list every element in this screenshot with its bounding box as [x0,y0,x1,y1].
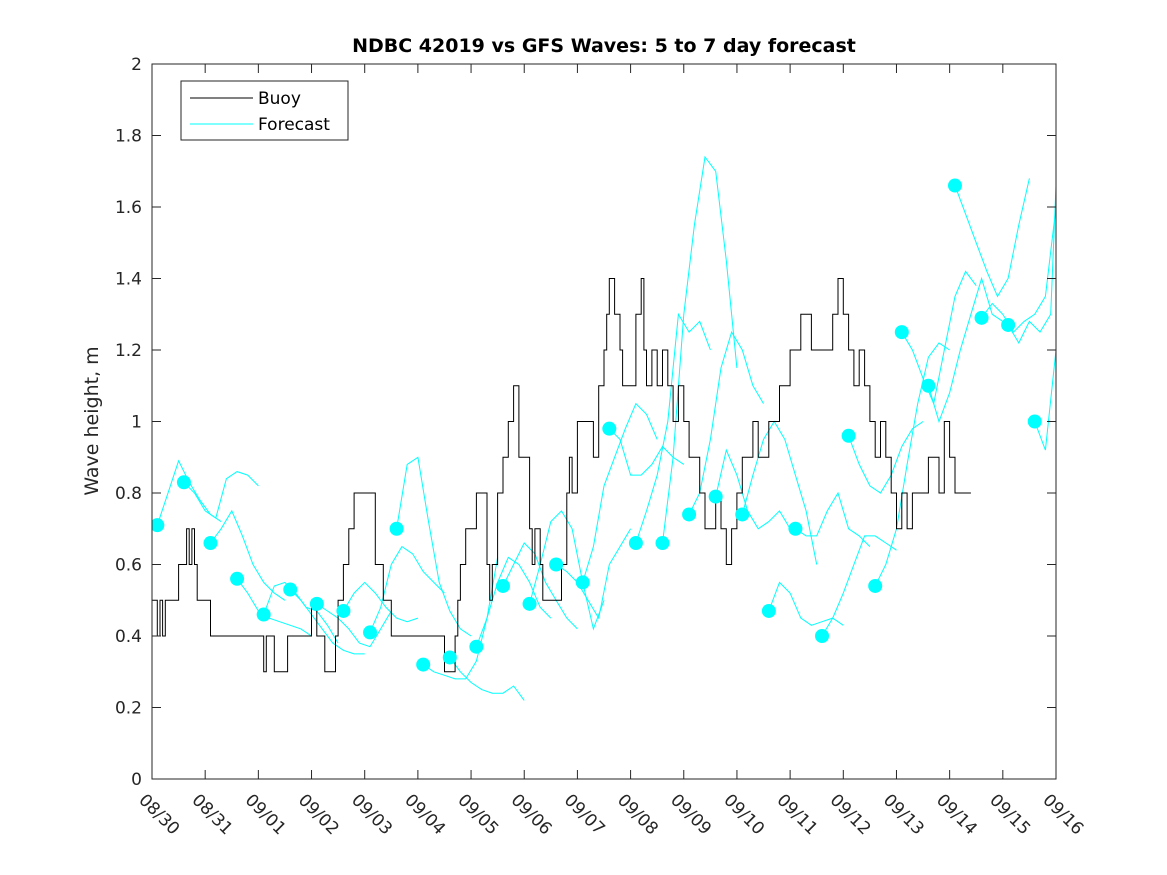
forecast-marker [575,575,590,590]
forecast-marker [549,557,564,572]
forecast-line [874,342,950,587]
forecast-line [369,545,445,633]
forecast-line [475,556,552,647]
buoy-line [152,278,971,673]
legend-label-forecast: Forecast [258,115,330,135]
forecast-marker [735,507,750,522]
forecast-marker [469,639,484,654]
forecast-marker [655,536,670,551]
forecast-marker [522,596,537,611]
forecast-marker [309,596,324,611]
forecast-line [289,589,365,655]
chart-title: NDBC 42019 vs GFS Waves: 5 to 7 day fore… [352,35,856,57]
forecast-marker [974,310,989,325]
y-tick-label: 1.6 [115,198,142,218]
legend-label-buoy: Buoy [258,89,301,109]
forecast-line [449,657,525,701]
forecast-marker [602,421,617,436]
legend-box [180,80,349,141]
forecast-marker [416,657,431,672]
forecast-line [183,471,259,519]
y-tick-label: 1.8 [115,127,142,147]
forecast-line [608,428,685,476]
forecast-line [502,542,578,630]
y-ticks: 0 0.2 0.4 0.6 0.8 1 1.2 1.4 1.6 1.8 2 [115,55,1056,790]
forecast-marker [283,582,298,597]
forecast-marker [761,603,776,618]
y-tick-label: 0.2 [115,699,142,719]
forecast-line [236,578,312,637]
forecast-marker [1001,317,1016,332]
forecast-marker [176,475,191,490]
forecast-marker [788,521,803,536]
forecast-line [635,312,711,544]
forecast-marker [363,625,378,640]
forecast-line [981,206,1056,333]
forecast-line [1007,185,1056,344]
forecast-line [582,402,658,583]
forecast-marker [389,521,404,536]
forecast-marker [815,629,830,643]
y-tick-label: 0.6 [115,556,142,576]
forecast-marker [1027,414,1042,429]
forecast-marker [894,325,909,340]
y-tick-label: 1 [131,413,142,433]
forecast-marker [256,607,271,622]
forecast-marker [336,603,351,618]
forecast-line [768,581,844,626]
forecast-marker [628,536,643,551]
forecast-line [342,581,419,623]
forecast-line [396,456,472,637]
forecast-marker [921,378,936,393]
forecast-line [316,603,392,648]
forecast-marker [152,518,165,533]
forecast-line [715,448,791,530]
forecast-marker [442,650,457,665]
forecast-line [741,420,818,565]
forecast-line [901,270,977,406]
forecast-marker [682,507,697,522]
forecast-marker [708,489,723,504]
forecast-line [848,421,924,494]
legend: Buoy Forecast [180,80,349,141]
forecast-line [821,535,897,637]
forecast-marker [495,578,510,593]
series-layer [152,155,1056,701]
forecast-marker [947,178,962,193]
forecast-marker [230,571,245,586]
forecast-marker [841,428,856,443]
y-tick-label: 0.4 [115,627,142,647]
forecast-line [662,155,738,544]
forecast-line [954,178,1030,298]
forecast-marker [203,536,218,551]
forecast-line [927,276,1004,424]
y-axis-label: Wave height, m [81,346,103,495]
forecast-line [422,557,499,680]
y-tick-label: 0.8 [115,484,142,504]
forecast-line [555,528,632,620]
forecast-marker [868,578,883,593]
forecast-line [1034,349,1056,451]
y-tick-label: 0 [131,770,142,790]
forecast-line [688,330,764,515]
y-tick-label: 1.4 [115,270,142,290]
y-tick-label: 2 [131,55,142,75]
y-tick-label: 1.2 [115,341,142,361]
forecast-line [795,491,871,547]
